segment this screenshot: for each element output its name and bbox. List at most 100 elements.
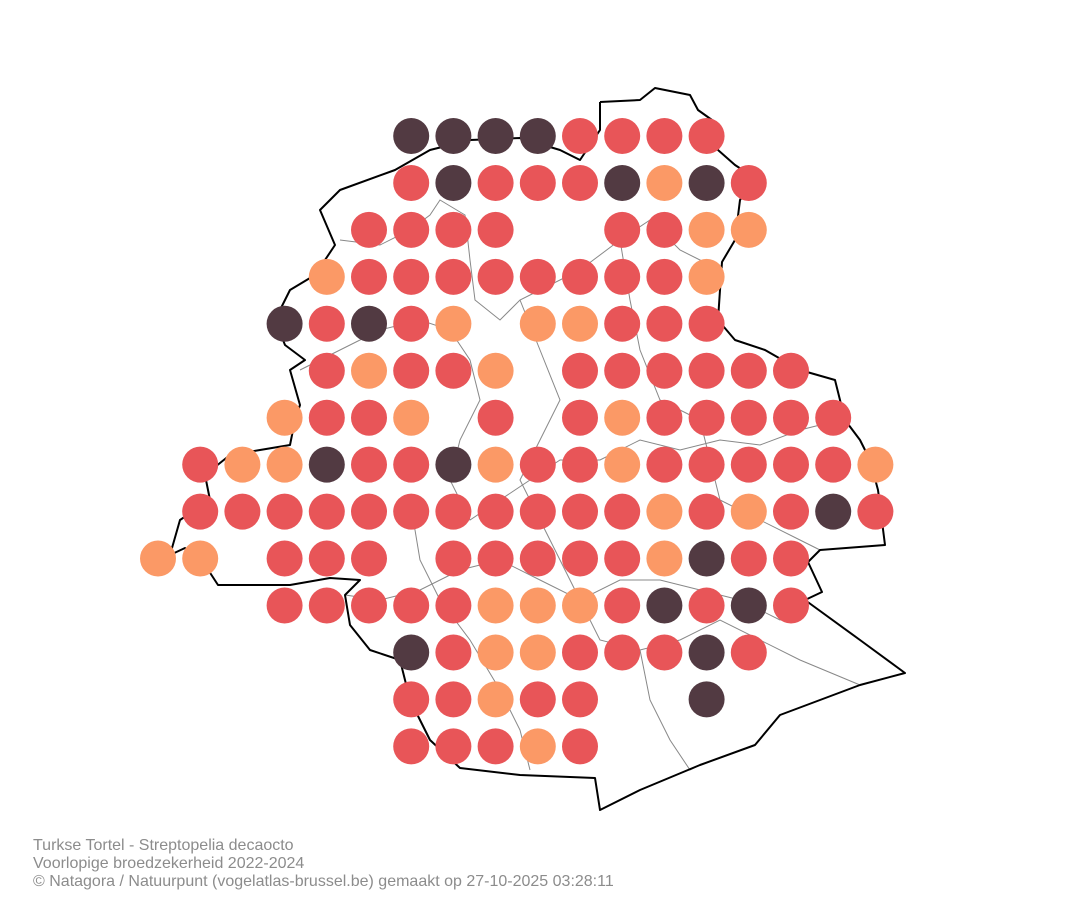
grid-dot	[688, 118, 725, 154]
grid-dot	[773, 399, 809, 436]
grid-dot	[393, 211, 430, 248]
grid-dot	[435, 728, 472, 765]
grid-dot	[308, 399, 345, 436]
grid-dot	[477, 258, 514, 295]
grid-dot	[646, 587, 683, 624]
grid-dot	[646, 399, 683, 436]
grid-dot	[730, 634, 767, 671]
grid-dot	[688, 681, 725, 718]
grid-dot	[688, 258, 725, 295]
grid-dot	[477, 352, 514, 389]
grid-dot	[562, 305, 598, 342]
grid-dot	[393, 493, 430, 530]
grid-dot	[393, 399, 430, 436]
grid-dot	[562, 446, 598, 483]
grid-dot	[477, 493, 514, 530]
grid-dot	[519, 540, 556, 577]
grid-dot	[308, 493, 345, 530]
grid-dot	[646, 634, 683, 671]
grid-dot	[435, 540, 472, 577]
grid-dot	[646, 258, 683, 295]
grid-dot	[351, 258, 387, 295]
grid-dot	[477, 211, 514, 248]
grid-dot	[519, 258, 556, 295]
grid-dot	[562, 118, 598, 154]
grid-dot	[351, 305, 387, 342]
grid-dot	[351, 587, 387, 624]
grid-dot	[646, 540, 683, 577]
grid-dot	[730, 587, 767, 624]
grid-dot	[351, 399, 387, 436]
grid-dot	[519, 634, 556, 671]
grid-dot	[604, 446, 641, 483]
grid-dot	[266, 305, 303, 342]
grid-dot	[351, 211, 387, 248]
grid-dot	[477, 587, 514, 624]
grid-dot	[562, 164, 598, 201]
grid-dot	[730, 540, 767, 577]
grid-dot	[562, 728, 598, 765]
grid-dot	[435, 305, 472, 342]
grid-dot	[435, 446, 472, 483]
grid-dot	[393, 305, 430, 342]
grid-dot	[266, 399, 303, 436]
grid-dot	[688, 352, 725, 389]
grid-dot	[730, 493, 767, 530]
grid-dot	[435, 211, 472, 248]
grid-dot	[393, 118, 430, 154]
grid-dot	[308, 446, 345, 483]
grid-dot	[435, 493, 472, 530]
grid-dot	[435, 587, 472, 624]
credit-label: © Natagora / Natuurpunt (vogelatlas-brus…	[33, 873, 614, 890]
subtitle-label: Voorlopige broedzekerheid 2022-2024	[33, 855, 304, 872]
grid-dot	[393, 634, 430, 671]
grid-dot	[266, 540, 303, 577]
grid-dot	[773, 493, 809, 530]
grid-dot	[562, 634, 598, 671]
grid-dot	[435, 258, 472, 295]
grid-dot	[857, 446, 894, 483]
grid-dot	[604, 211, 641, 248]
grid-dot	[646, 164, 683, 201]
grid-dot	[477, 399, 514, 436]
grid-dot	[393, 258, 430, 295]
grid-dot	[351, 540, 387, 577]
grid-dot	[182, 540, 219, 577]
grid-dot	[604, 118, 641, 154]
grid-dot	[604, 399, 641, 436]
grid-dot	[730, 399, 767, 436]
grid-dot	[562, 540, 598, 577]
grid-dot	[604, 493, 641, 530]
grid-dot	[688, 164, 725, 201]
grid-dot	[266, 493, 303, 530]
grid-dots	[140, 118, 894, 765]
grid-dot	[308, 587, 345, 624]
grid-dot	[224, 493, 261, 530]
grid-dot	[351, 352, 387, 389]
grid-dot	[857, 493, 894, 530]
grid-dot	[688, 493, 725, 530]
grid-dot	[646, 118, 683, 154]
grid-dot	[308, 352, 345, 389]
grid-dot	[308, 540, 345, 577]
grid-dot	[477, 728, 514, 765]
grid-dot	[562, 258, 598, 295]
grid-dot	[815, 493, 852, 530]
grid-dot	[688, 211, 725, 248]
grid-dot	[773, 587, 809, 624]
grid-dot	[815, 446, 852, 483]
grid-dot	[730, 352, 767, 389]
grid-dot	[519, 446, 556, 483]
grid-dot	[308, 258, 345, 295]
grid-dot	[477, 634, 514, 671]
inner-boundaries	[409, 499, 531, 771]
grid-dot	[182, 493, 219, 530]
grid-dot	[688, 540, 725, 577]
grid-dot	[646, 305, 683, 342]
grid-dot	[477, 118, 514, 154]
grid-dot	[688, 634, 725, 671]
grid-dot	[351, 446, 387, 483]
grid-dot	[730, 164, 767, 201]
grid-dot	[604, 352, 641, 389]
